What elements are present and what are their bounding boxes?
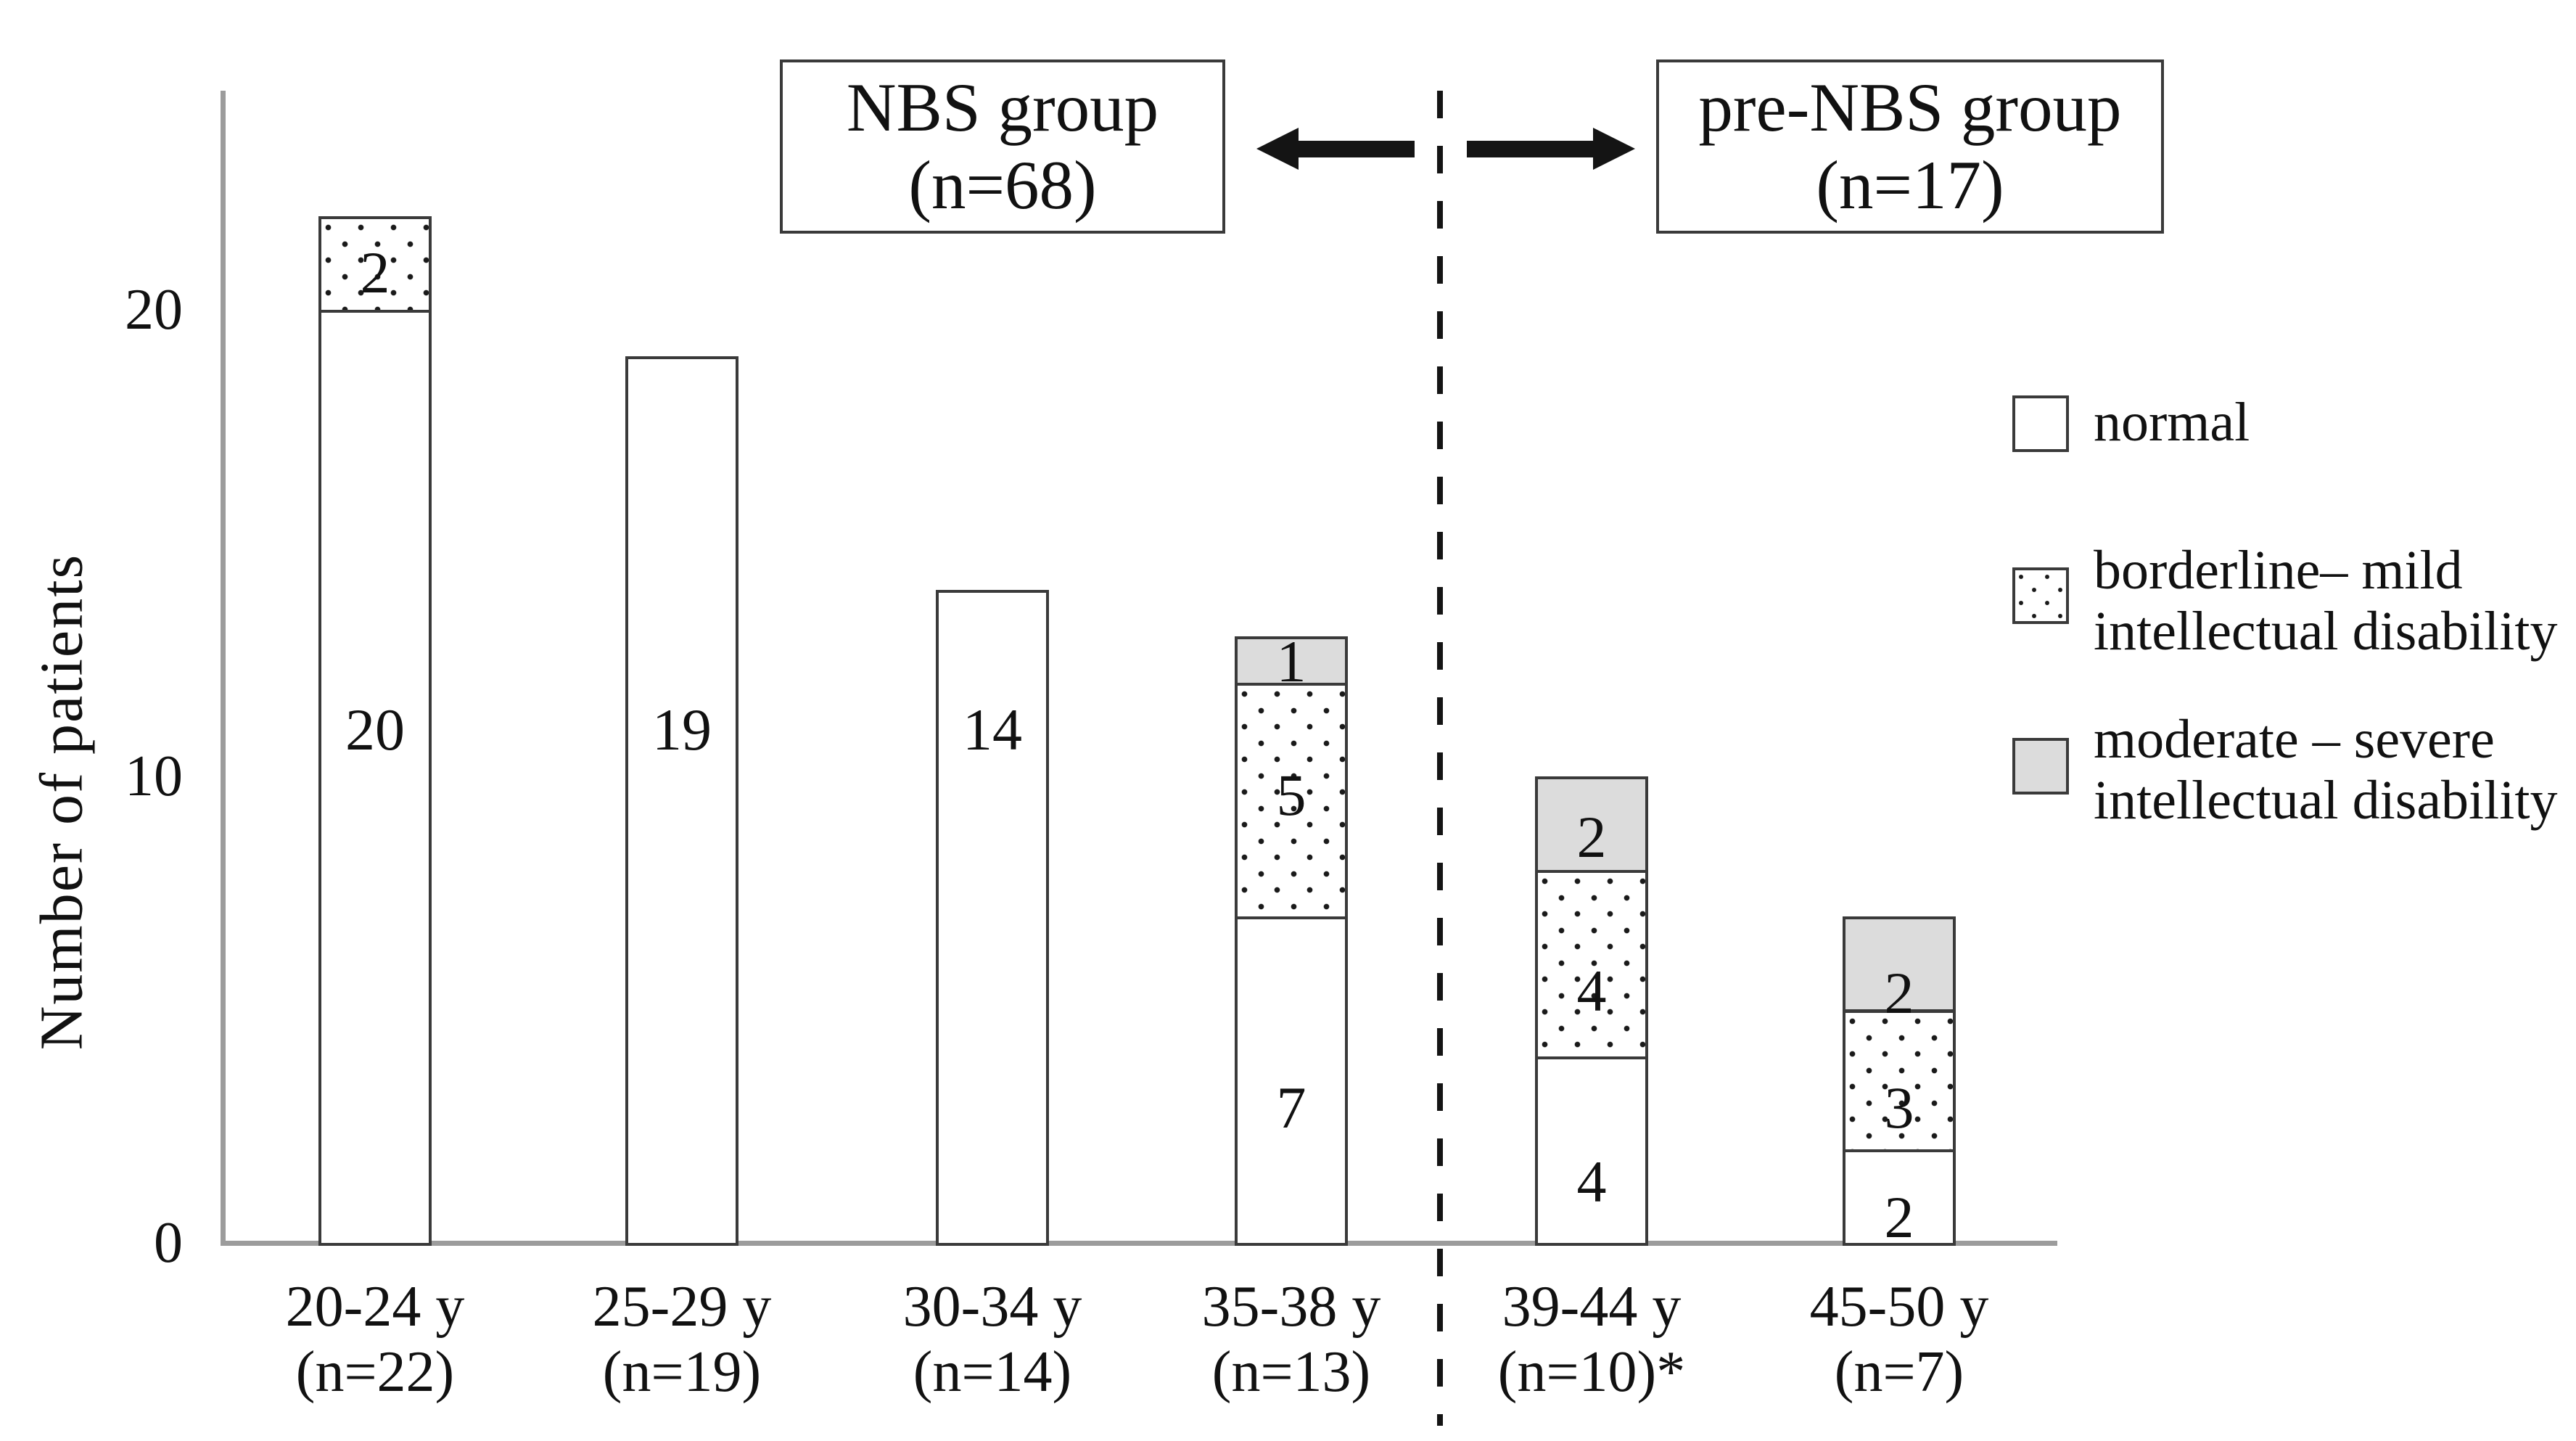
bar-segment-moderate (1235, 636, 1348, 686)
bar-segment-borderline (1535, 869, 1648, 1059)
x-category-age-range: 39-44 y (1502, 1275, 1682, 1339)
nbs-group-name: NBS group (846, 69, 1159, 146)
segment-value-label: 2 (1884, 1183, 1914, 1250)
legend-swatch-moderate-icon (2012, 738, 2069, 795)
bar-segment-normal (625, 356, 738, 1246)
left-arrow-shaft (1297, 141, 1415, 157)
y-tick-label: 10 (125, 744, 183, 808)
legend-label-moderate-line2: intellectual disability (2094, 770, 2558, 831)
legend-swatch-normal-icon (2012, 395, 2069, 452)
bar-segment-normal (318, 310, 432, 1246)
legend-label-moderate-line1: moderate – severe (2094, 709, 2495, 770)
y-tick-label: 20 (125, 278, 183, 342)
x-axis-line (221, 1241, 2057, 1246)
legend-swatch-borderline-icon (2012, 567, 2069, 624)
segment-value-label: 7 (1276, 1074, 1306, 1141)
x-category-label: 35-38 y (n=13) (1153, 1274, 1429, 1405)
x-category-age-range: 25-29 y (592, 1275, 772, 1339)
x-category-age-range: 45-50 y (1809, 1275, 1989, 1339)
x-category-label: 20-24 y (n=22) (237, 1274, 513, 1405)
segment-value-label: 2 (1884, 959, 1914, 1026)
x-category-label: 30-34 y (n=14) (855, 1274, 1130, 1405)
group-divider-dashed-line (1437, 91, 1443, 1426)
x-category-n-count: (n=22) (295, 1340, 455, 1404)
segment-value-label: 14 (963, 696, 1022, 763)
left-arrow-icon (1256, 128, 1299, 170)
x-category-label: 45-50 y (n=7) (1761, 1274, 2037, 1405)
bar-segment-normal (936, 589, 1049, 1246)
y-axis-line (221, 91, 226, 1245)
pre-nbs-group-name: pre-NBS group (1698, 69, 2122, 146)
bar-segment-moderate (1535, 776, 1648, 873)
right-arrow-shaft (1467, 141, 1594, 157)
segment-value-label: 4 (1576, 1149, 1607, 1215)
bar-segment-normal (1235, 916, 1348, 1246)
x-category-label: 25-29 y (n=19) (544, 1274, 820, 1405)
legend-label-normal: normal (2094, 392, 2250, 453)
segment-value-label: 1 (1276, 628, 1306, 695)
x-category-n-count: (n=7) (1834, 1340, 1964, 1404)
x-category-age-range: 35-38 y (1201, 1275, 1381, 1339)
segment-value-label: 2 (360, 239, 390, 305)
x-category-n-count: (n=14) (913, 1340, 1072, 1404)
bar-segment-borderline (318, 216, 432, 313)
bar-segment-normal (1535, 1056, 1648, 1246)
nbs-group-box: NBS group (n=68) (780, 59, 1225, 234)
legend-label-moderate: moderate – severe intellectual disabilit… (2094, 709, 2558, 831)
x-category-n-count: (n=19) (602, 1340, 762, 1404)
x-category-n-count: (n=10)* (1497, 1340, 1686, 1404)
bar-segment-moderate (1843, 916, 1956, 1013)
bar-segment-borderline (1235, 683, 1348, 919)
pre-nbs-group-box: pre-NBS group (n=17) (1656, 59, 2164, 234)
segment-value-label: 4 (1576, 957, 1607, 1024)
right-arrow-icon (1593, 128, 1635, 170)
nbs-group-count: (n=68) (908, 147, 1097, 223)
x-category-label: 39-44 y (n=10)* (1454, 1274, 1729, 1405)
y-tick-label: 0 (154, 1211, 183, 1275)
segment-value-label: 19 (652, 696, 712, 763)
legend-label-borderline-line1: borderline– mild (2094, 540, 2463, 601)
bar-segment-borderline (1843, 1009, 1956, 1153)
x-category-age-range: 20-24 y (285, 1275, 465, 1339)
legend-label-borderline-line2: intellectual disability (2094, 601, 2558, 662)
pre-nbs-group-count: (n=17) (1816, 147, 2004, 223)
segment-value-label: 3 (1884, 1074, 1914, 1141)
x-category-n-count: (n=13) (1211, 1340, 1371, 1404)
segment-value-label: 20 (345, 696, 405, 763)
segment-value-label: 5 (1276, 761, 1306, 828)
segment-value-label: 2 (1576, 803, 1607, 870)
x-category-age-range: 30-34 y (902, 1275, 1082, 1339)
bar-segment-normal (1843, 1149, 1956, 1246)
legend-label-borderline: borderline– mild intellectual disability (2094, 540, 2558, 662)
